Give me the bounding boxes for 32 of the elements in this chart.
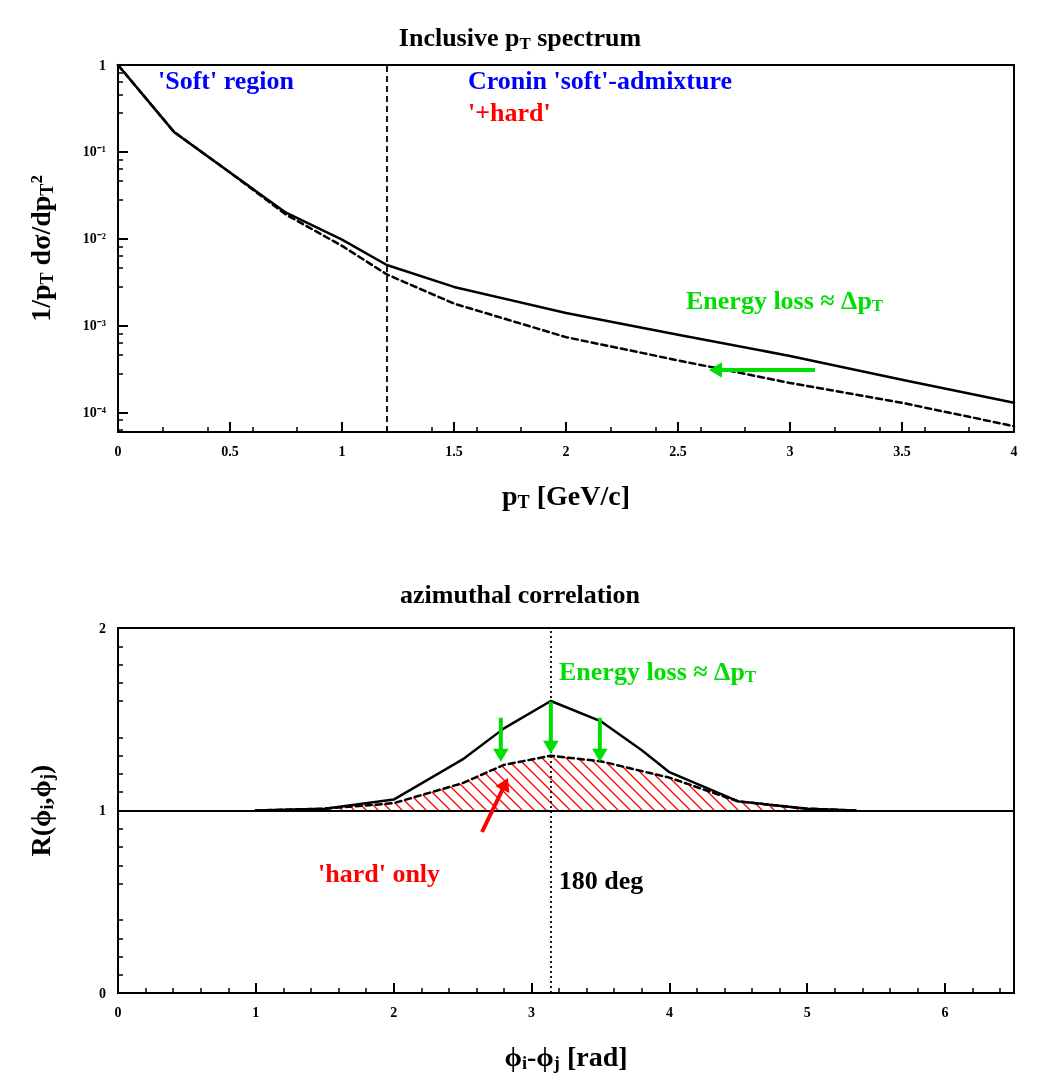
y-tick-label: 0 bbox=[99, 985, 106, 1001]
chart-title: azimuthal correlation bbox=[400, 579, 641, 609]
y-tick-label: 1 bbox=[99, 803, 106, 818]
annotation: 'Soft' region bbox=[158, 65, 295, 95]
x-tick-label: 1.5 bbox=[445, 443, 463, 459]
y-tick-label: 10⁻² bbox=[82, 231, 106, 247]
x-tick-label: 2 bbox=[390, 1004, 398, 1020]
x-tick-label: 0 bbox=[114, 443, 122, 459]
y-axis-title: 1/pT dσ/dpT² bbox=[25, 175, 57, 322]
annotation: 'hard' only bbox=[318, 858, 441, 888]
x-tick-label: 5 bbox=[803, 1004, 811, 1020]
y-tick-label: 10⁻⁴ bbox=[82, 405, 107, 421]
x-tick-label: 3 bbox=[528, 1004, 536, 1020]
x-tick-label: 2.5 bbox=[669, 443, 687, 459]
x-tick-label: 6 bbox=[941, 1004, 949, 1020]
x-tick-label: 4 bbox=[665, 1004, 673, 1020]
x-tick-label: 1 bbox=[252, 1004, 260, 1020]
x-tick-label: 2 bbox=[562, 443, 570, 459]
x-tick-label: 0 bbox=[114, 1004, 122, 1020]
x-tick-label: 1 bbox=[338, 443, 346, 459]
x-tick-label: 3.5 bbox=[893, 443, 911, 459]
y-tick-label: 10⁻¹ bbox=[82, 144, 106, 160]
x-tick-label: 0.5 bbox=[221, 443, 239, 459]
y-tick-label: 10⁻³ bbox=[82, 318, 106, 334]
y-axis-title: R(ϕi,ϕj) bbox=[25, 764, 57, 857]
y-tick-label: 2 bbox=[99, 620, 106, 636]
annotation: '+hard' bbox=[468, 97, 551, 127]
y-tick-label: 1 bbox=[99, 57, 106, 73]
annotation: Cronin 'soft'-admixture bbox=[468, 65, 733, 95]
ref-line-label: 180 deg bbox=[558, 866, 644, 895]
x-tick-label: 3 bbox=[786, 443, 794, 459]
x-tick-label: 4 bbox=[1010, 443, 1018, 459]
